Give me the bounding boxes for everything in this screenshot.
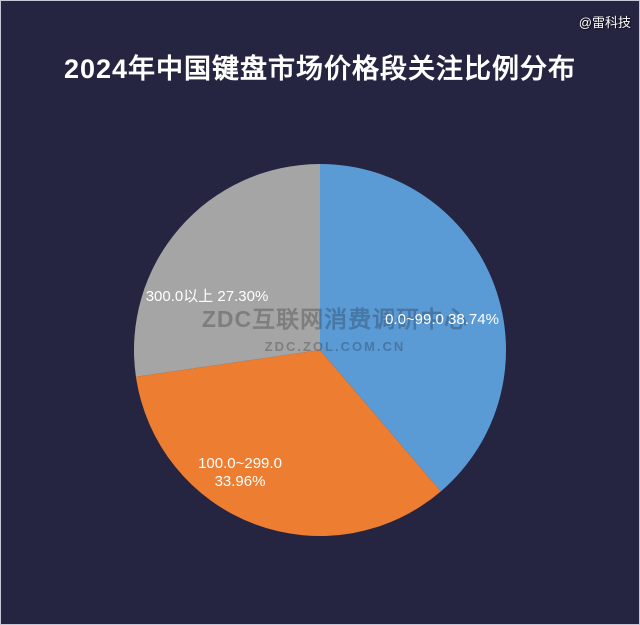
chart-title: 2024年中国键盘市场价格段关注比例分布	[63, 54, 577, 84]
pie-slice-3	[134, 164, 320, 377]
slice-label: 300.0以上 27.30%	[145, 288, 269, 305]
pie-slice-2	[135, 350, 441, 537]
pie-slice-1	[320, 164, 507, 492]
slice-label: 100.0~299.0 33.96%	[198, 455, 282, 490]
slice-label: 0.0~99.0 38.74%	[385, 311, 499, 328]
credit-badge: @雷科技	[578, 15, 631, 30]
